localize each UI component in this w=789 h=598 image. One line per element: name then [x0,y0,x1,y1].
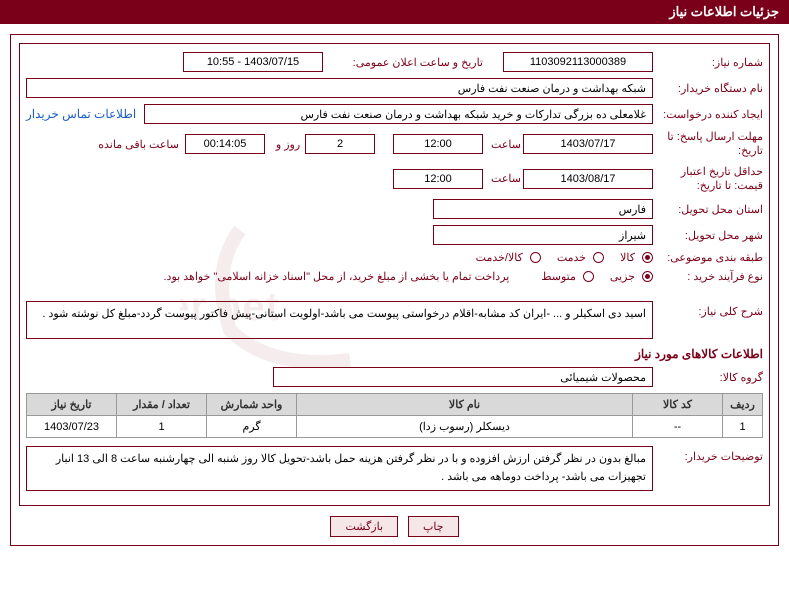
radio-partial-label: جزیی [610,270,635,283]
days-and-label: روز و [265,138,305,151]
requester-field: غلامعلی ده بزرگی تدارکات و خرید شبکه بهد… [144,104,653,124]
buyer-org-field: شبکه بهداشت و درمان صنعت نفت فارس [26,78,653,98]
delivery-city-label: شهر محل تحویل: [653,229,763,242]
th-name: نام کالا [297,394,633,416]
contact-link[interactable]: اطلاعات تماس خریدار [26,107,136,121]
back-button[interactable]: بازگشت [330,516,398,537]
delivery-city-field: شیراز [433,225,653,245]
summary-text: اسید دی اسکیلر و ... -ایران کد مشابه-اقل… [26,301,653,339]
purchase-type-radio-group: جزیی متوسط [529,270,653,283]
countdown-field: 00:14:05 [185,134,265,154]
purchase-type-label: نوع فرآیند خرید : [653,270,763,283]
product-group-label: گروه کالا: [653,371,763,384]
product-group-field: محصولات شیمیائی [273,367,653,387]
need-number-label: شماره نیاز: [653,56,763,69]
time-label-2: ساعت [483,172,523,185]
price-validity-time-field: 12:00 [393,169,483,189]
announce-datetime-field: 1403/07/15 - 10:55 [183,52,323,72]
td-code: -- [633,416,723,438]
price-validity-date-field: 1403/08/17 [523,169,653,189]
td-unit: گرم [207,416,297,438]
td-need-date: 1403/07/23 [27,416,117,438]
th-need-date: تاریخ نیاز [27,394,117,416]
page-header: جزئیات اطلاعات نیاز [0,0,789,24]
form-container: شماره نیاز: 1103092113000389 تاریخ و ساع… [19,43,770,506]
time-label-1: ساعت [483,138,523,151]
delivery-province-field: فارس [433,199,653,219]
announce-datetime-label: تاریخ و ساعت اعلان عمومی: [323,56,483,69]
radio-goods-service-label: کالا/خدمت [476,251,523,264]
th-code: کد کالا [633,394,723,416]
radio-goods[interactable] [642,252,653,263]
table-row: 1 -- دیسکلر (رسوب زدا) گرم 1 1403/07/23 [27,416,763,438]
category-label: طبقه بندی موضوعی: [653,251,763,264]
remaining-label: ساعت باقی مانده [92,138,179,151]
buyer-notes-text: مبالغ بدون در نظر گرفتن ارزش افزوده و با… [26,446,653,491]
radio-medium-label: متوسط [541,270,576,283]
response-time-field: 12:00 [393,134,483,154]
page-title: جزئیات اطلاعات نیاز [669,4,779,19]
payment-note: پرداخت تمام یا بخشی از مبلغ خرید، از محل… [164,270,510,283]
buyer-notes-label: توضیحات خریدار: [653,446,763,463]
price-validity-label: حداقل تاریخ اعتبار قیمت: تا تاریخ: [653,165,763,194]
category-radio-group: کالا خدمت کالا/خدمت [464,251,653,264]
radio-service-label: خدمت [557,251,586,264]
radio-goods-label: کالا [620,251,635,264]
buyer-org-label: نام دستگاه خریدار: [653,82,763,95]
td-name: دیسکلر (رسوب زدا) [297,416,633,438]
response-date-field: 1403/07/17 [523,134,653,154]
response-deadline-label: مهلت ارسال پاسخ: تا تاریخ: [653,130,763,159]
days-count-field: 2 [305,134,375,154]
summary-label: شرح کلی نیاز: [653,301,763,318]
radio-medium[interactable] [583,271,594,282]
items-table: ردیف کد کالا نام کالا واحد شمارش تعداد /… [26,393,763,438]
td-qty: 1 [117,416,207,438]
items-section-title: اطلاعات کالاهای مورد نیاز [26,347,763,361]
outer-container: شماره نیاز: 1103092113000389 تاریخ و ساع… [10,34,779,546]
requester-label: ایجاد کننده درخواست: [653,108,763,121]
th-row: ردیف [723,394,763,416]
need-number-field: 1103092113000389 [503,52,653,72]
print-button[interactable]: چاپ [408,516,459,537]
radio-goods-service[interactable] [530,252,541,263]
th-qty: تعداد / مقدار [117,394,207,416]
radio-partial[interactable] [642,271,653,282]
delivery-province-label: استان محل تحویل: [653,203,763,216]
radio-service[interactable] [593,252,604,263]
td-row: 1 [723,416,763,438]
th-unit: واحد شمارش [207,394,297,416]
